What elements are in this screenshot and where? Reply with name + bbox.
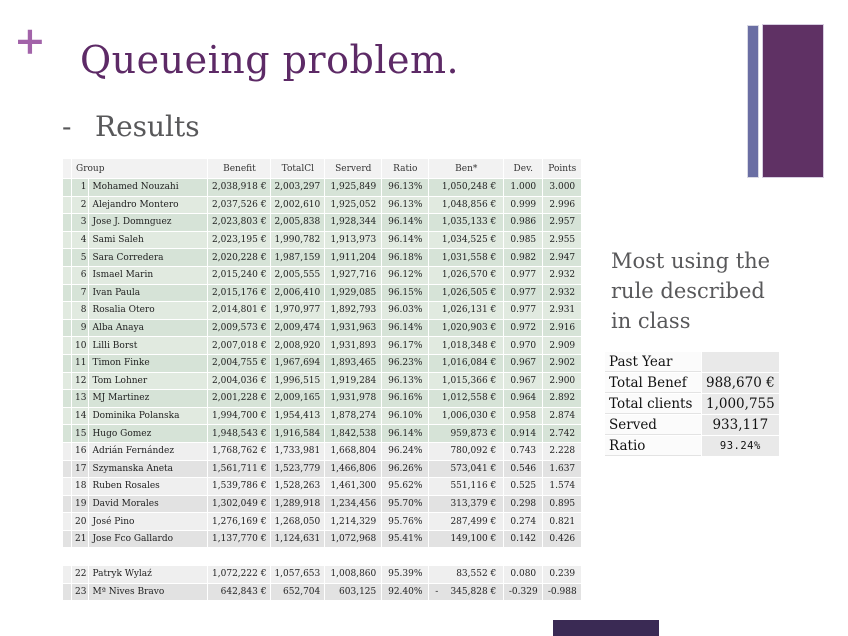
- table-row: 22 Patryk Wylaź 1,072,222 €1,057,653 1,008,…: [63, 566, 582, 583]
- table-row: 11 Timon Finke 2,004,755 €1,967,694 1,893,4…: [63, 354, 582, 372]
- side-note: Most using the rule described in class: [611, 249, 771, 334]
- summary-table-body: Past Year Total Benef 988,670 € Total clien…: [605, 352, 779, 456]
- header-dev: Dev.: [504, 159, 543, 178]
- summary-label: Served: [605, 415, 701, 435]
- summary-row: Total clients 1,000,755: [605, 394, 779, 414]
- table-row: 4 Sami Saleh 2,023,195 €1,990,782 1,913,973…: [63, 231, 582, 249]
- summary-value: 933,117: [702, 415, 779, 435]
- summary-value: [702, 352, 779, 372]
- header-benefit: Benefit: [208, 159, 271, 178]
- table-row: 16 Adrián Fernández 1,768,762 €1,733,981 1,…: [63, 442, 582, 460]
- summary-row: Total Benef 988,670 €: [605, 373, 779, 393]
- table-row: 12 Tom Lohner 2,004,036 €1,996,515 1,919,28…: [63, 372, 582, 390]
- table-row: 5 Sara Corredera 2,020,228 €1,987,159 1,911…: [63, 249, 582, 266]
- table-row: 8 Rosalia Otero 2,014,801 €1,970,977 1,892,…: [63, 302, 582, 319]
- results-subtitle: - Results: [62, 110, 200, 143]
- header-totalcl: TotalCl: [271, 159, 325, 178]
- table-row: 6 Ismael Marin 2,015,240 €2,005,555 1,927,7…: [63, 266, 582, 284]
- summary-row: Ratio 93.24%: [605, 436, 779, 456]
- header-gutter: [63, 159, 71, 178]
- footer-accent-bar: [553, 620, 659, 636]
- results-table-body: 1 Mohamed Nouzahi 2,038,918 €2,003,297 1,92…: [63, 179, 582, 601]
- table-row: 20 José Pino 1,276,169 €1,268,050 1,214,329…: [63, 513, 582, 530]
- accent-bar-thin: [747, 25, 759, 178]
- bullet-dash: -: [62, 110, 72, 143]
- summary-row: Past Year: [605, 352, 779, 372]
- plus-icon: +: [14, 18, 46, 63]
- header-ratio: Ratio: [382, 159, 429, 178]
- page-title: Queueing problem.: [80, 38, 460, 82]
- table-row: 7 Ivan Paula 2,015,176 €2,006,410 1,929,085…: [63, 284, 582, 302]
- table-row: 13 MJ Martinez 2,001,228 €2,009,165 1,931,9…: [63, 390, 582, 407]
- header-points: Points: [543, 159, 582, 178]
- summary-value: 988,670 €: [702, 373, 779, 393]
- summary-row: Served 933,117: [605, 415, 779, 435]
- summary-label: Total Benef: [605, 373, 701, 393]
- subtitle-label: Results: [95, 110, 200, 143]
- table-row: 10 Lilli Borst 2,007,018 €2,008,920 1,931,8…: [63, 337, 582, 354]
- table-row: 18 Ruben Rosales 1,539,786 €1,528,263 1,461…: [63, 478, 582, 495]
- table-row: [63, 548, 582, 566]
- results-table: Group Benefit TotalCl Serverd Ratio Ben*…: [62, 158, 582, 601]
- table-row: 23 Mª Nives Bravo 642,843 €652,704 603,125 9…: [63, 583, 582, 601]
- table-row: 3 Jose J. Domnguez 2,023,803 €2,005,838 1,9…: [63, 214, 582, 231]
- accent-bar-wide: [762, 24, 824, 178]
- summary-value: 93.24%: [702, 436, 779, 456]
- summary-table: Past Year Total Benef 988,670 € Total clien…: [604, 351, 780, 457]
- table-row: 9 Alba Anaya 2,009,573 €2,009,474 1,931,963…: [63, 319, 582, 337]
- header-ben: Ben*: [429, 159, 504, 178]
- table-row: 14 Dominika Polanska 1,994,700 €1,954,413 1…: [63, 407, 582, 425]
- table-row: 2 Alejandro Montero 2,037,526 €2,002,610 1,…: [63, 196, 582, 214]
- header-serverd: Serverd: [325, 159, 382, 178]
- summary-label: Total clients: [605, 394, 701, 414]
- table-row: 19 David Morales 1,302,049 €1,289,918 1,234…: [63, 495, 582, 513]
- table-row: 17 Szymanska Aneta 1,561,711 €1,523,779 1,4…: [63, 460, 582, 478]
- summary-label: Past Year: [605, 352, 701, 372]
- summary-label: Ratio: [605, 436, 701, 456]
- table-header-row: Group Benefit TotalCl Serverd Ratio Ben*…: [63, 159, 582, 178]
- summary-value: 1,000,755: [702, 394, 779, 414]
- header-group: Group: [72, 159, 208, 178]
- table-row: 21 Jose Fco Gallardo 1,137,770 €1,124,631 1…: [63, 530, 582, 548]
- table-row: 1 Mohamed Nouzahi 2,038,918 €2,003,297 1,92…: [63, 179, 582, 196]
- table-row: 15 Hugo Gomez 1,948,543 €1,916,584 1,842,53…: [63, 425, 582, 442]
